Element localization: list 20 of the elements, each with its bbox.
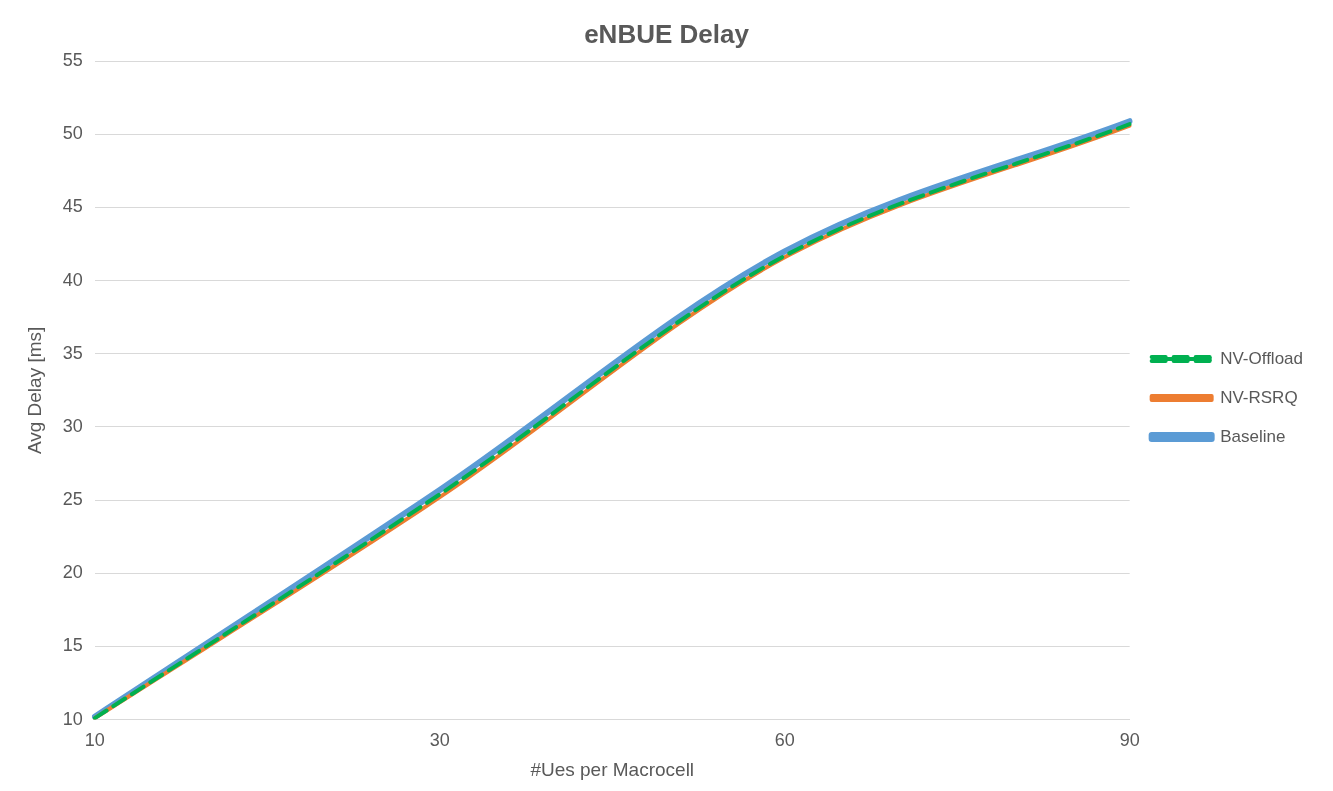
y-tick-label: 25 [62, 489, 83, 510]
chart-title: eNBUE Delay [584, 18, 750, 49]
y-tick-label: 35 [62, 342, 83, 363]
legend-label: NV-Offload [1220, 348, 1303, 368]
x-tick-label: 90 [1119, 730, 1140, 751]
x-axis-title: #Ues per Macrocell [530, 758, 695, 780]
x-tick-label: 10 [84, 730, 105, 751]
x-tick-label: 60 [774, 730, 795, 751]
y-tick-label: 20 [62, 562, 83, 583]
legend-label: Baseline [1220, 426, 1286, 446]
y-tick-label: 50 [62, 123, 83, 144]
y-tick-label: 15 [62, 635, 83, 656]
x-tick-label: 30 [429, 730, 450, 751]
y-axis-title: Avg Delay [ms] [23, 326, 45, 455]
legend-label: NV-RSRQ [1220, 387, 1298, 407]
y-tick-label: 10 [62, 708, 83, 729]
y-tick-label: 40 [62, 269, 83, 290]
y-tick-label: 45 [62, 196, 83, 217]
y-tick-label: 55 [62, 50, 83, 71]
y-tick-label: 30 [62, 415, 83, 436]
